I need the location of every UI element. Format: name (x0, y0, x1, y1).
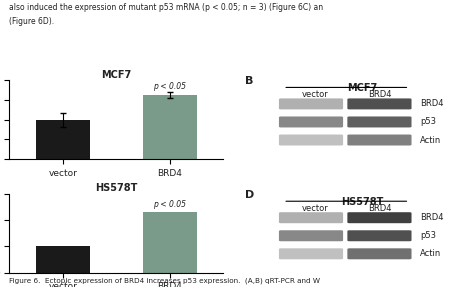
Bar (36, 120, 90, 159)
Text: BRD4: BRD4 (420, 213, 444, 222)
Text: p < 0.05: p < 0.05 (154, 200, 186, 209)
Text: B: B (245, 76, 253, 86)
Text: also induced the expression of mutant p53 mRNA (p < 0.05; n = 3) (Figure 6C) an: also induced the expression of mutant p5… (9, 3, 324, 12)
FancyBboxPatch shape (279, 98, 343, 109)
Title: HS578T: HS578T (95, 183, 137, 193)
FancyBboxPatch shape (347, 135, 411, 146)
FancyBboxPatch shape (347, 117, 411, 127)
FancyBboxPatch shape (279, 117, 343, 127)
Text: BRD4: BRD4 (420, 99, 444, 108)
Text: p53: p53 (420, 231, 436, 240)
Text: MCF7: MCF7 (347, 83, 377, 93)
Text: BRD4: BRD4 (368, 203, 391, 213)
FancyBboxPatch shape (279, 212, 343, 223)
Text: p53: p53 (420, 117, 436, 127)
Text: (Figure 6D).: (Figure 6D). (9, 17, 55, 26)
Title: MCF7: MCF7 (101, 69, 131, 79)
FancyBboxPatch shape (347, 248, 411, 259)
Text: p < 0.05: p < 0.05 (154, 82, 186, 91)
Text: Actin: Actin (420, 249, 441, 258)
FancyBboxPatch shape (347, 230, 411, 241)
FancyBboxPatch shape (279, 135, 343, 146)
Text: vector: vector (302, 203, 328, 213)
Text: Actin: Actin (420, 135, 441, 145)
FancyBboxPatch shape (347, 212, 411, 223)
Bar (36, 247, 90, 273)
Text: Figure 6.  Ectopic expression of BRD4 increases p53 expression.  (A,B) qRT-PCR a: Figure 6. Ectopic expression of BRD4 inc… (9, 278, 320, 284)
Text: D: D (245, 190, 254, 200)
Text: BRD4: BRD4 (368, 90, 391, 99)
FancyBboxPatch shape (279, 230, 343, 241)
FancyBboxPatch shape (347, 98, 411, 109)
Bar (143, 212, 197, 273)
FancyBboxPatch shape (279, 248, 343, 259)
Text: vector: vector (302, 90, 328, 99)
Text: HS578T: HS578T (341, 197, 383, 207)
Bar (143, 95, 197, 159)
